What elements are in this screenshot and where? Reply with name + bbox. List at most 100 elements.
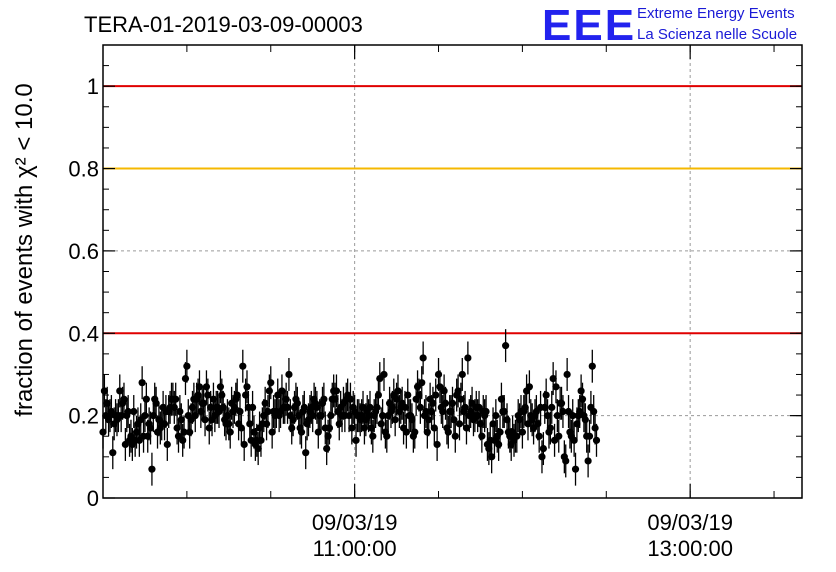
data-point: [374, 391, 383, 399]
data-point: [352, 436, 360, 444]
data-point: [592, 436, 601, 444]
data-point: [204, 391, 212, 399]
data-point: [584, 457, 592, 465]
data-point: [160, 420, 169, 428]
data-point: [267, 379, 275, 387]
data-point: [176, 407, 184, 416]
data-point: [236, 407, 244, 416]
data-point: [549, 374, 557, 383]
data-point: [525, 383, 533, 391]
data-point: [202, 383, 211, 391]
data-point: [226, 428, 234, 436]
data-point: [377, 420, 385, 428]
data-point: [293, 399, 301, 407]
data-point: [571, 465, 580, 473]
y-tick-label: 0.4: [68, 321, 99, 346]
data-point: [538, 453, 546, 461]
data-point: [482, 407, 490, 416]
data-point: [451, 432, 459, 440]
data-point: [401, 403, 409, 411]
data-point: [444, 428, 452, 436]
data-point: [546, 424, 554, 432]
data-point: [454, 387, 462, 395]
logo-line-1: Extreme Energy Events: [637, 5, 795, 22]
data-point: [323, 444, 331, 453]
data-point: [163, 440, 171, 449]
logo-line-2: La Scienza nelle Scuole: [637, 26, 797, 43]
data-point: [282, 395, 290, 403]
data-point: [348, 424, 356, 432]
data-point: [569, 412, 577, 420]
data-point: [180, 428, 188, 436]
data-point: [380, 370, 388, 379]
data-point: [548, 403, 556, 411]
data-point: [478, 432, 486, 440]
data-point: [327, 412, 335, 420]
data-point: [320, 395, 328, 403]
data-point: [183, 362, 191, 370]
data-point: [429, 399, 437, 407]
data-point: [148, 465, 156, 473]
x-tick-label-time: 13:00:00: [647, 536, 733, 561]
data-point: [502, 342, 510, 350]
data-point: [300, 403, 308, 411]
y-tick-label: 0.2: [68, 404, 99, 429]
data-point: [325, 424, 334, 432]
data-point: [433, 440, 441, 449]
data-point: [116, 387, 124, 395]
data-point: [146, 424, 155, 432]
data-point: [225, 420, 233, 428]
data-point: [264, 407, 272, 416]
data-point: [425, 416, 433, 424]
reference-lines: [103, 85, 802, 335]
data-point: [218, 391, 226, 399]
data-point: [418, 379, 426, 387]
data-point: [268, 428, 276, 436]
data-point: [239, 362, 247, 370]
data-point: [369, 432, 377, 440]
data-point: [186, 428, 194, 436]
data-point: [265, 387, 273, 395]
chart-title: TERA-01-2019-03-09-00003: [84, 12, 363, 37]
data-point: [366, 403, 374, 411]
data-point: [416, 403, 424, 411]
data-point: [141, 412, 149, 420]
data-point: [142, 395, 150, 403]
data-point: [332, 387, 341, 395]
data-point: [324, 432, 332, 440]
data-point: [373, 403, 381, 411]
data-point: [120, 395, 128, 403]
data-point: [177, 416, 185, 424]
x-tick-label-date: 09/03/19: [312, 510, 398, 535]
data-point: [553, 412, 561, 420]
data-point: [464, 354, 472, 362]
data-point: [462, 424, 471, 432]
data-point: [559, 407, 567, 416]
eee-logo: EEE Extreme Energy Events La Scienza nel…: [542, 1, 797, 50]
data-point: [283, 403, 292, 411]
data-point: [535, 432, 543, 440]
y-ticks: [103, 65, 802, 499]
y-tick-label: 0.8: [68, 157, 99, 182]
data-point: [455, 420, 464, 428]
logo-mark: EEE: [542, 1, 636, 50]
data-point: [430, 424, 438, 432]
data-point: [461, 403, 469, 411]
data-point: [439, 407, 447, 416]
data-point: [458, 370, 466, 379]
data-point: [172, 395, 180, 403]
data-point: [588, 362, 596, 370]
data-point: [518, 428, 527, 436]
data-point: [138, 379, 146, 387]
data-point: [152, 399, 160, 407]
data-point: [237, 424, 246, 432]
data-point: [457, 395, 465, 403]
data-point: [432, 391, 440, 399]
data-point: [216, 383, 225, 391]
data-point: [201, 416, 209, 424]
data-point: [394, 387, 402, 395]
data-point: [555, 432, 563, 440]
data-point: [488, 453, 496, 461]
data-point: [590, 407, 598, 416]
